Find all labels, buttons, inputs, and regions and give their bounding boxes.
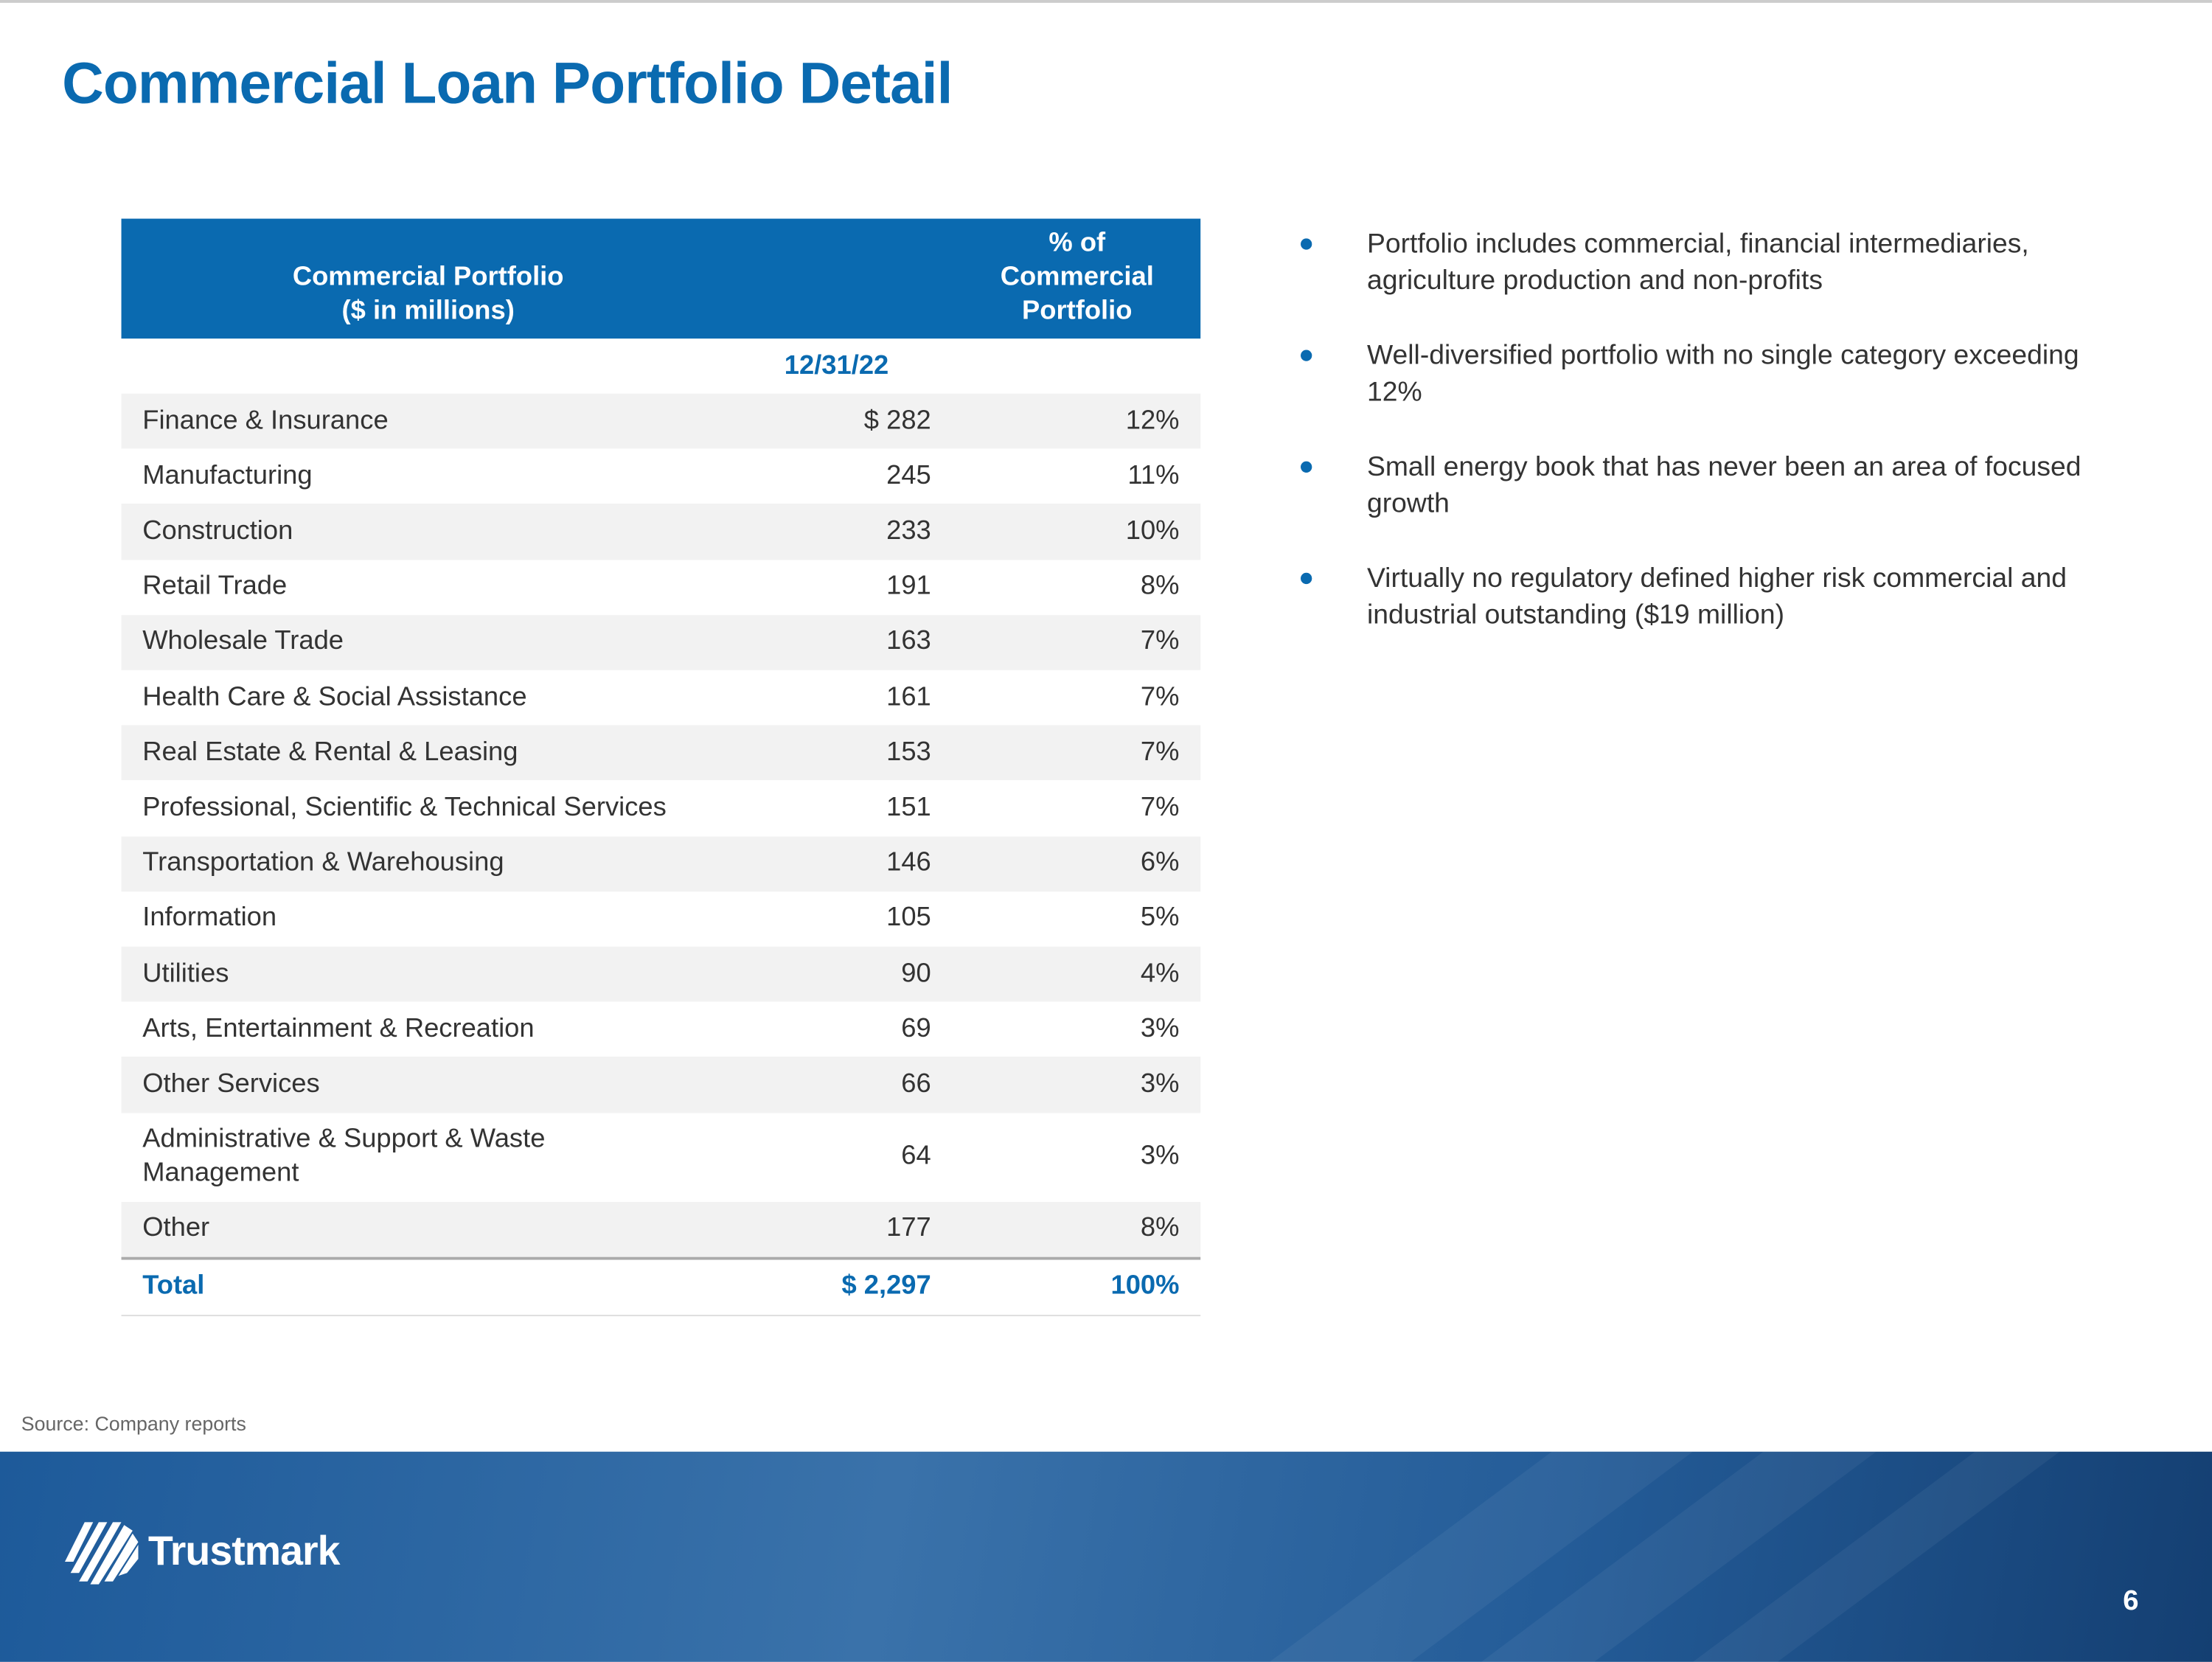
row-label: Professional, Scientific & Technical Ser… [142,793,667,823]
bullet-dot [1301,238,1312,250]
percent: 7% [1140,793,1180,823]
percent: 7% [1140,627,1180,657]
table-row: Real Estate & Rental & Leasing 153 7% [121,725,1201,781]
amount: 146 [886,848,931,878]
bullet: Virtually no regulatory defined higher r… [1298,560,2116,633]
amount: 105 [886,903,931,933]
table-row: Other Services 66 3% [121,1057,1201,1113]
logo-icon [65,1522,139,1585]
table-row: Finance & Insurance $ 282 12% [121,393,1201,449]
percent: 3% [1140,1069,1180,1099]
percent: 5% [1140,903,1180,933]
bullet-dot [1301,572,1312,585]
row-label: Wholesale Trade [142,627,344,657]
table-row: Professional, Scientific & Technical Ser… [122,781,1201,836]
row-label: Arts, Entertainment & Recreation [142,1014,535,1044]
amount: 69 [901,1014,931,1044]
percent: 3% [1140,1141,1180,1172]
row-label: Utilities [142,959,229,989]
footer-pattern [65,1451,2060,1662]
row-label: Finance & Insurance [142,406,389,436]
bullet-text: Well-diversified portfolio with no singl… [1366,340,2079,408]
row-label: Total [142,1271,205,1301]
table-row: Health Care & Social Assistance 161 7% [122,670,1201,726]
table-row: Other 177 8% [121,1201,1201,1257]
bullet: Small energy book that has never been an… [1298,448,2116,521]
percent: 11% [1127,461,1180,491]
row-label: Administrative & Support & Waste Managem… [142,1124,546,1189]
amount: 90 [901,959,931,989]
amount: 161 [886,682,931,712]
logo-text: Trustmark [147,1529,341,1575]
page-number: 6 [2123,1585,2139,1617]
row-label: Other [142,1213,210,1243]
row-label: Information [142,903,277,933]
amount: $ 2,297 [841,1271,931,1301]
row-label: Retail Trade [142,571,288,602]
table-header: Commercial Portfolio ($ in millions) % of… [121,218,1201,339]
row-label: Manufacturing [142,461,313,491]
percent: 7% [1140,737,1180,768]
percent: 3% [1140,1014,1180,1044]
table-row: Utilities 90 4% [121,946,1201,1002]
bullet-text: Small energy book that has never been an… [1366,451,2081,520]
percent: 10% [1125,516,1180,546]
percent: 6% [1140,848,1180,878]
amount: 153 [886,737,931,768]
percent: 100% [1110,1271,1180,1301]
amount: 163 [886,627,931,657]
bullet-text: Portfolio includes commercial, financial… [1366,228,2029,296]
header-cell: % of Commercial Portfolio [1000,228,1154,326]
amount: 177 [886,1213,931,1243]
table-row: Information 105 5% [122,891,1201,947]
row-label: Transportation & Warehousing [142,848,504,878]
title: Commercial Loan Portfolio Detail [62,50,953,116]
amount: 191 [886,571,931,602]
table-row: Administrative & Support & Waste Managem… [122,1113,1201,1202]
date: 12/31/22 [784,350,889,380]
bullet-list: Portfolio includes commercial, financial… [1298,226,2116,672]
amount: $ 282 [863,406,931,436]
table-row: Retail Trade 191 8% [122,560,1201,615]
bullet: Well-diversified portfolio with no singl… [1298,337,2116,410]
total-row: Total $ 2,297 100% [121,1256,1201,1316]
amount: 233 [886,516,931,546]
amount: 151 [886,793,931,823]
table-row: Transportation & Warehousing 146 6% [121,835,1201,891]
amount: 66 [901,1069,931,1099]
amount: 245 [886,461,931,491]
amount: 64 [901,1141,931,1172]
table-row: Construction 233 10% [121,504,1201,560]
percent: 7% [1140,682,1180,712]
row-label: Other Services [142,1069,320,1099]
table-row: Wholesale Trade 163 7% [121,614,1201,670]
table-row: Manufacturing 245 11% [122,449,1201,504]
row-label: Health Care & Social Assistance [142,682,527,712]
table-row: Arts, Entertainment & Recreation 69 3% [122,1002,1201,1057]
row-label: Real Estate & Rental & Leasing [142,737,518,768]
source-note: Source: Company reports [21,1412,246,1435]
percent: 8% [1140,571,1180,602]
bullet-dot [1301,350,1312,361]
percent: 12% [1125,406,1180,436]
percent: 4% [1140,959,1180,989]
bullet: Portfolio includes commercial, financial… [1298,226,2116,299]
bullet-text: Virtually no regulatory defined higher r… [1366,563,2067,631]
date-row: 12/31/22 [122,338,1201,394]
footer: Trustmark 6 [0,1451,2212,1662]
header-cell: Commercial Portfolio ($ in millions) [292,262,564,326]
row-label: Construction [142,516,293,546]
bullet-dot [1301,461,1312,473]
percent: 8% [1140,1213,1180,1243]
